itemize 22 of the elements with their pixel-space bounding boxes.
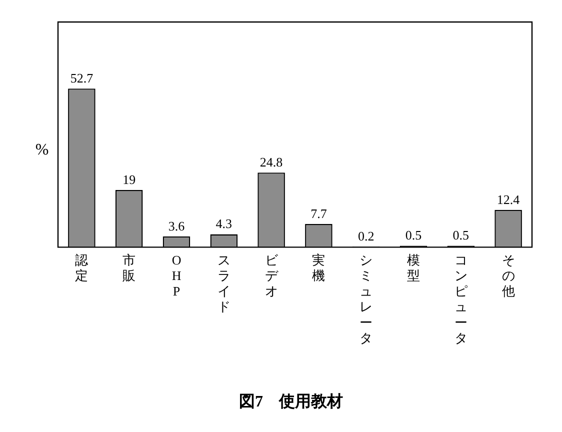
- x-tick-label: コンピュータ: [454, 252, 468, 346]
- x-tick-label: 認定: [75, 252, 88, 284]
- data-label: 24.8: [260, 154, 283, 170]
- x-tick-label: 市販: [122, 252, 136, 284]
- data-label: 0.2: [358, 228, 374, 244]
- data-label: 3.6: [168, 218, 186, 234]
- x-tick-label: 模型: [407, 252, 420, 284]
- x-tick-label: シミュレータ: [360, 252, 373, 346]
- x-tick-label: スライド: [217, 252, 230, 314]
- y-axis-title: %: [35, 142, 49, 159]
- text: 図7 使用教材: [239, 392, 343, 411]
- data-label: 19: [122, 172, 136, 187]
- data-label: 0.5: [452, 228, 470, 243]
- x-tick-label: ビデオ: [264, 252, 279, 299]
- data-label: 52.7: [70, 70, 94, 86]
- x-tick-label: その他: [502, 252, 515, 299]
- data-label: 7.7: [310, 206, 328, 221]
- data-label: 4.3: [216, 216, 232, 232]
- x-tick-label: 実機: [312, 252, 326, 284]
- data-label: 0.5: [405, 228, 422, 243]
- x-tick-label: OHP: [172, 252, 182, 299]
- data-label: 12.4: [496, 192, 520, 207]
